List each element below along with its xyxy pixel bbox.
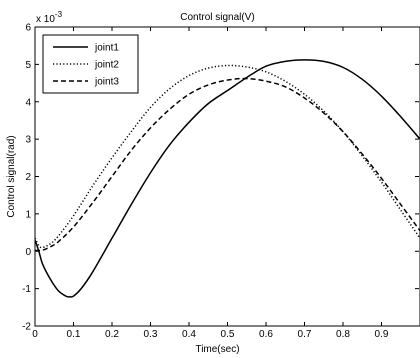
x-tick-label: 0.9 <box>375 329 389 340</box>
series-line-joint3 <box>35 77 420 252</box>
y-tick-label: -2 <box>22 322 31 333</box>
x-tick-label: 0.4 <box>182 329 196 340</box>
y-axis-label: Control signal(rad) <box>6 135 17 217</box>
y-tick-label: 2 <box>25 172 31 183</box>
legend-label-joint3: joint3 <box>94 77 119 88</box>
y-tick-label: 5 <box>25 60 31 71</box>
series-line-joint2 <box>35 64 420 249</box>
y-tick-label: 0 <box>25 247 31 258</box>
x-axis-ticks: 0 0.1 0.2 0.3 0.4 0.5 0.6 0.7 0.8 0.9 <box>32 27 389 340</box>
x-tick-label: 0.8 <box>336 329 350 340</box>
legend-box <box>42 34 139 94</box>
x-tick-label: 0.5 <box>221 329 235 340</box>
series-line-joint1 <box>35 59 420 298</box>
y-tick-label: 3 <box>25 135 31 146</box>
legend: joint1 joint2 joint3 <box>42 34 139 94</box>
y-tick-label: 6 <box>25 23 31 34</box>
x-tick-label: 0 <box>32 329 38 340</box>
x-tick-label: 0.7 <box>298 329 312 340</box>
y-axis-ticks: -2 -1 0 1 2 3 4 5 6 <box>22 23 419 333</box>
series-layer <box>35 59 420 298</box>
y-tick-label: -1 <box>22 284 31 295</box>
x-tick-label: 0.1 <box>67 329 81 340</box>
x-tick-label: 0.6 <box>259 329 273 340</box>
x-axis-label: Time(sec) <box>195 344 239 355</box>
y-tick-label: 1 <box>25 209 31 220</box>
legend-label-joint1: joint1 <box>94 43 119 54</box>
exponent-power: -3 <box>55 10 63 19</box>
chart-title: Control signal(V) <box>180 12 254 23</box>
y-axis-exponent: x 10-3 <box>36 10 63 25</box>
legend-label-joint2: joint2 <box>94 60 119 71</box>
y-tick-label: 4 <box>25 97 31 108</box>
x-tick-label: 0.3 <box>144 329 158 340</box>
exponent-base: x 10 <box>36 14 55 25</box>
x-tick-label: 0.2 <box>105 329 119 340</box>
